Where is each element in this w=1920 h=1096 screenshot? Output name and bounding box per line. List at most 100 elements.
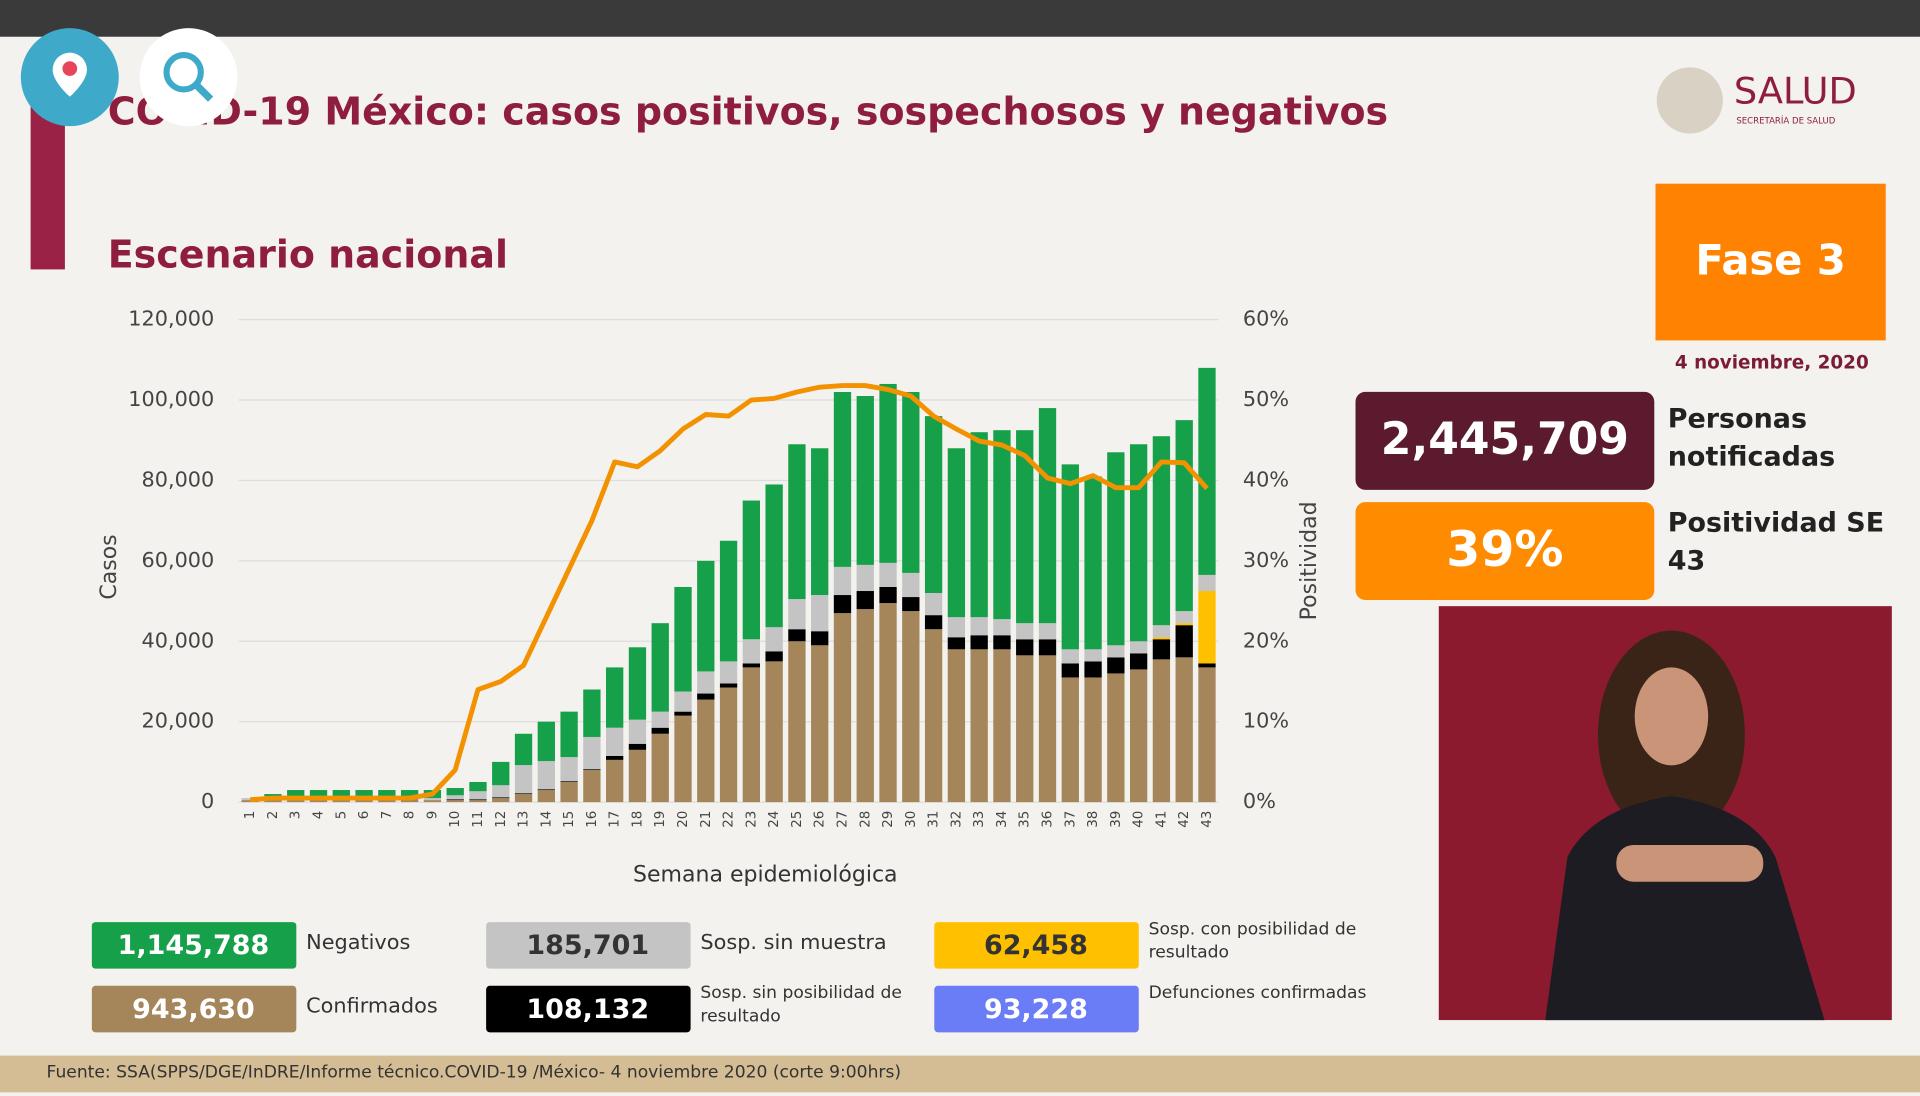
x-tick-label: 5 [334, 811, 349, 820]
x-tick-label: 36 [1041, 811, 1056, 828]
bar-segment [1084, 476, 1102, 650]
bar-segment [1175, 625, 1193, 658]
positivity-label: Positividad SE 43 [1667, 508, 1885, 577]
bar-segment [856, 591, 874, 610]
legend-label: Sosp. sin posibilidad de resultado [700, 983, 902, 1027]
bar-segment [924, 593, 943, 616]
bar-segment [1175, 657, 1193, 803]
chart-title: Escenario nacional [108, 233, 508, 277]
bar-segment [924, 416, 943, 594]
bar-segment [1038, 623, 1057, 640]
bar-segment [674, 691, 692, 712]
bar-segment [947, 649, 966, 803]
bar-segment [742, 500, 761, 640]
bar-segment [811, 595, 829, 632]
legend-total: 185,701 [526, 930, 649, 961]
bar-segment [1016, 623, 1034, 640]
bar-segment [719, 540, 738, 662]
bar-segment [947, 617, 966, 638]
x-tick-label: 43 [1200, 811, 1215, 828]
legend-label: Sosp. con posibilidad de resultado [1148, 919, 1357, 963]
bar-segment [970, 635, 988, 650]
legend-label-box: Negativos [306, 931, 411, 956]
x-tick-label: 13 [517, 811, 532, 828]
x-tick-label: 10 [448, 811, 463, 828]
logo-seal [1656, 67, 1723, 134]
bar-segment [788, 444, 806, 600]
bar-segment [1129, 669, 1148, 803]
interpreter-face [1634, 667, 1709, 766]
bar-segment [1061, 464, 1079, 650]
bar-segment [492, 798, 510, 803]
bar-segment [765, 651, 783, 662]
bar-segment [560, 711, 578, 758]
x-tick-label: 41 [1154, 811, 1169, 828]
bar-segment [469, 781, 487, 792]
legend-label: Negativos [306, 931, 411, 956]
bar-segment [446, 799, 464, 801]
notified-label-box: Personas notificadas [1668, 404, 1835, 473]
bar-segment [719, 683, 738, 688]
bar-segment [1152, 436, 1171, 626]
legend-total: 108,132 [526, 994, 649, 1025]
bar-segment [241, 800, 259, 803]
bar-segment [902, 597, 920, 612]
bar-segment [1129, 653, 1148, 670]
bar-segment [537, 761, 555, 790]
bar-segment [811, 631, 829, 646]
legend-total: 1,145,788 [118, 930, 270, 961]
footer-bar [0, 1055, 1920, 1093]
bar-segment [469, 799, 487, 801]
x-tick-label: 38 [1086, 811, 1101, 828]
bar-segment [742, 667, 761, 803]
bar-segment [264, 794, 282, 797]
bar-segment [628, 743, 647, 750]
x-tick-label: 24 [767, 811, 782, 828]
bar-segment [514, 794, 533, 803]
bar-segment [697, 560, 715, 672]
bar-segment [788, 641, 806, 803]
y-tick-label: 100,000 [128, 387, 214, 411]
bar-segment [1152, 637, 1171, 640]
bar-segment [1152, 659, 1171, 803]
bar-segment [400, 790, 419, 797]
legend-label-box: Defunciones confirmadas [1149, 983, 1367, 1003]
bar-segment [742, 639, 761, 664]
positivity-box [1355, 502, 1655, 601]
bar-segment [628, 749, 647, 803]
x-tick-label: 33 [972, 811, 987, 828]
bar-segment [492, 797, 510, 799]
bar-segment [993, 635, 1011, 650]
x-tick-label: 16 [585, 811, 600, 828]
bar-segment [1198, 663, 1216, 668]
x-tick-label: 32 [949, 811, 964, 828]
bar-segment [674, 715, 692, 803]
x-tick-label: 14 [539, 811, 554, 828]
y2-axis-title: Positividad [1297, 501, 1322, 620]
legend-box [91, 985, 297, 1033]
x-tick-label: 15 [562, 811, 577, 828]
bar-segment [1016, 655, 1034, 803]
bar-segment [765, 627, 783, 652]
bar-segment [583, 736, 601, 770]
bar-segment [811, 448, 829, 596]
bar-segment [788, 629, 806, 642]
bar-segment [1038, 655, 1057, 803]
bar-segment [606, 727, 624, 756]
x-tick-label: 31 [927, 811, 942, 828]
legend-label: Confirmados [306, 995, 438, 1019]
x-tick-label: 34 [995, 811, 1010, 828]
x-tick-label: 40 [1132, 811, 1147, 828]
search-button[interactable] [139, 28, 238, 127]
y-tick-label: 40,000 [142, 628, 215, 652]
x-tick-label: 20 [676, 811, 691, 828]
bar-segment [719, 687, 738, 803]
phase-text: Fase 3 [1695, 235, 1846, 284]
bar-segment [583, 689, 601, 737]
notified-value: 2,445,709 [1381, 414, 1629, 465]
bar-segment [514, 765, 533, 794]
x-tick-label: 12 [494, 811, 509, 828]
bar-segment [1107, 657, 1125, 674]
x-tick-label: 7 [380, 811, 395, 820]
